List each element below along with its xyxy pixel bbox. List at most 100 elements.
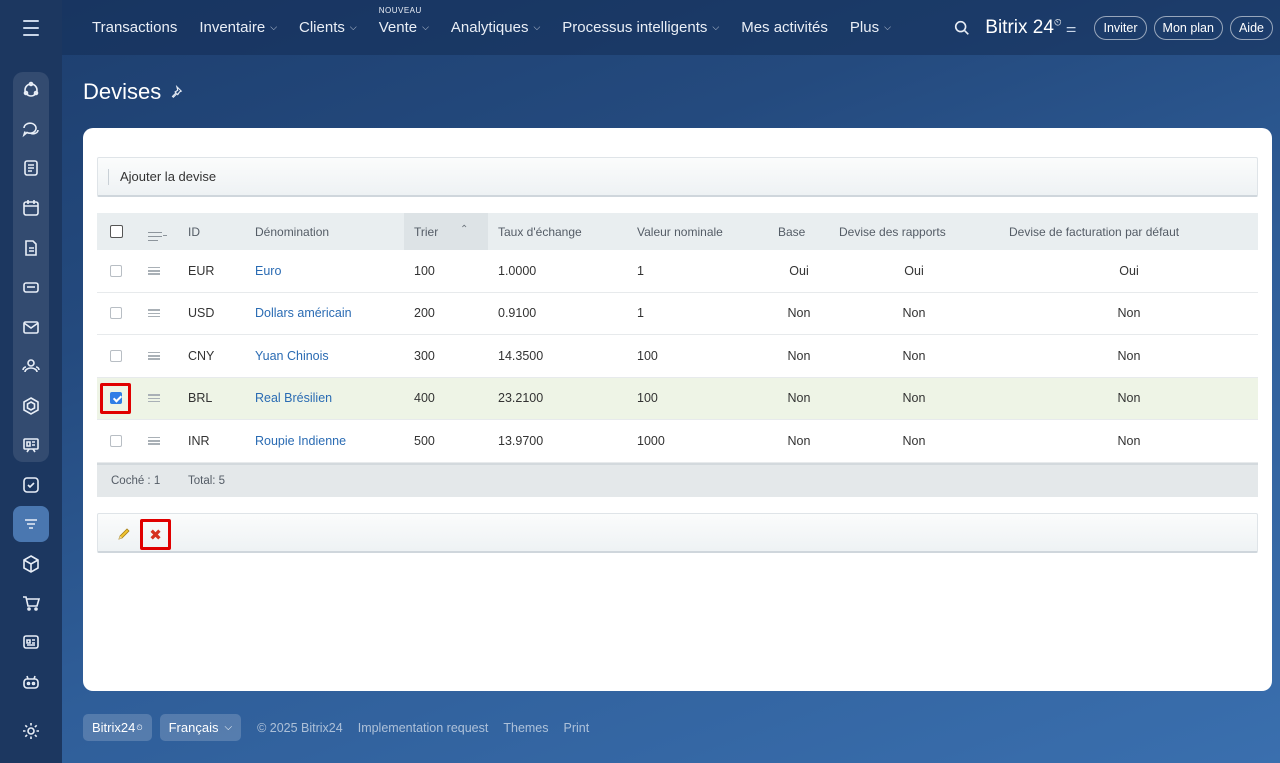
sidebar-group: [13, 72, 49, 462]
sidebar-item-ai[interactable]: [13, 664, 49, 700]
col-header-rate[interactable]: Taux d'échange: [498, 224, 582, 239]
cell-name[interactable]: Roupie Indienne: [255, 433, 347, 448]
cell-report: Non: [902, 391, 926, 406]
menu-icon[interactable]: [18, 18, 44, 38]
row-menu-icon[interactable]: [148, 436, 160, 445]
table-header: ⌃ ID Dénomination Trier Taux d'échange V…: [97, 213, 1258, 250]
col-header-sort[interactable]: Trier: [414, 224, 439, 239]
row-menu-icon[interactable]: [148, 266, 160, 275]
feed-icon: [23, 81, 39, 97]
nav-item-label: Processus intelligents: [562, 19, 708, 36]
table-row[interactable]: INR Roupie Indienne 500 13.9700 1000 Non Non No…: [97, 420, 1258, 463]
row-checkbox[interactable]: [110, 264, 122, 277]
hexagon-icon: [23, 397, 39, 415]
row-checkbox[interactable]: [110, 307, 122, 320]
row-checkbox[interactable]: [110, 392, 122, 405]
search-icon[interactable]: [953, 19, 971, 37]
nav-item-3[interactable]: NOUVEAU Vente ⌵: [379, 6, 429, 36]
cell-sort: 200: [414, 306, 435, 321]
cell-report: Oui: [904, 263, 924, 278]
brand-logo[interactable]: Bitrix 24⏲: [985, 17, 1061, 39]
sidebar-item-checklist[interactable]: [13, 467, 49, 503]
sidebar-item-shop[interactable]: [13, 585, 49, 621]
delete-button[interactable]: ✖: [140, 519, 171, 550]
nav-item-label: Clients: [299, 19, 345, 36]
col-header-name[interactable]: Dénomination: [255, 224, 330, 239]
col-header-nominal[interactable]: Valeur nominale: [637, 224, 723, 239]
sliders-icon[interactable]: ⚌: [1065, 20, 1077, 35]
highlight-box: [100, 382, 131, 414]
table-row[interactable]: USD Dollars américain 200 0.9100 1 Non Non Non: [97, 293, 1258, 335]
col-header-base[interactable]: Base: [778, 224, 806, 239]
language-select[interactable]: Français ⌵: [159, 714, 242, 741]
checkbox-icon: [23, 477, 39, 493]
sidebar-item-contacts[interactable]: [13, 348, 49, 384]
top-button-2[interactable]: Aide: [1229, 15, 1273, 40]
sidebar-item-drive[interactable]: [13, 269, 49, 305]
cell-name[interactable]: Euro: [255, 263, 282, 278]
chevron-down-icon: ⌵: [884, 22, 891, 32]
document-list-icon: [24, 160, 38, 176]
sidebar-item-tasks-list[interactable]: [13, 150, 49, 186]
pencil-icon[interactable]: [116, 526, 132, 542]
cart-icon: [23, 596, 41, 611]
footer-brand-button[interactable]: Bitrix24 ⏲: [83, 714, 152, 741]
cell-base: Non: [787, 348, 811, 363]
sidebar-item-settings[interactable]: [13, 713, 49, 749]
cell-name[interactable]: Yuan Chinois: [255, 348, 329, 363]
top-button-0[interactable]: Inviter: [1094, 15, 1147, 40]
footer-link-3[interactable]: Print: [563, 720, 590, 735]
chat-icon: [22, 122, 39, 138]
page-title: Devises: [83, 79, 183, 105]
checked-count: Coché : 1: [111, 474, 161, 487]
sidebar-item-crm[interactable]: [13, 506, 49, 542]
pin-icon[interactable]: [169, 85, 183, 99]
col-header-report[interactable]: Devise des rapports: [839, 224, 946, 239]
row-checkbox[interactable]: [110, 434, 122, 447]
nav-item-6[interactable]: Mes activités: [741, 19, 828, 36]
col-header-billing[interactable]: Devise de facturation par défaut: [1009, 224, 1180, 239]
nav-item-7[interactable]: Plus ⌵: [850, 19, 891, 36]
nav-item-1[interactable]: Inventaire ⌵: [199, 19, 277, 36]
sidebar-item-documents[interactable]: [13, 230, 49, 266]
cell-rate: 14.3500: [498, 348, 544, 363]
cell-nominal: 100: [637, 348, 658, 363]
row-menu-icon[interactable]: [148, 351, 160, 360]
sidebar-item-chat[interactable]: [13, 111, 49, 147]
cell-name[interactable]: Real Brésilien: [255, 391, 333, 406]
sidebar-item-inventory[interactable]: [13, 546, 49, 582]
nav-item-2[interactable]: Clients ⌵: [299, 19, 357, 36]
sort-column-header[interactable]: ⌃: [404, 213, 488, 250]
table-row[interactable]: CNY Yuan Chinois 300 14.3500 100 Non Non Non: [97, 335, 1258, 378]
cell-base: Non: [787, 306, 811, 321]
cell-billing: Oui: [1119, 263, 1139, 278]
row-menu-icon[interactable]: [148, 394, 160, 403]
sidebar-item-feed[interactable]: [13, 72, 49, 108]
nav-item-0[interactable]: Transactions: [92, 19, 177, 36]
sidebar-item-mail[interactable]: [13, 309, 49, 345]
total-count: Total: 5: [188, 474, 226, 487]
select-all-checkbox[interactable]: [110, 225, 123, 238]
top-button-1[interactable]: Mon plan: [1153, 15, 1223, 40]
cell-sort: 100: [414, 263, 435, 278]
row-menu-icon[interactable]: [148, 309, 160, 318]
table-row[interactable]: EUR Euro 100 1.0000 1 Oui Oui Oui: [97, 250, 1258, 293]
nav-item-5[interactable]: Processus intelligents ⌵: [562, 19, 719, 36]
chevron-down-icon: ⌵: [349, 22, 357, 32]
chevron-down-icon: ⌵: [270, 22, 278, 32]
sidebar-item-board[interactable]: [13, 427, 49, 463]
sidebar-item-automation[interactable]: [13, 388, 49, 424]
sidebar-item-calendar[interactable]: [13, 190, 49, 226]
footer-link-1[interactable]: Implementation request: [357, 720, 489, 735]
add-currency-button[interactable]: Ajouter la devise: [120, 169, 217, 184]
footer-link-2[interactable]: Themes: [503, 720, 549, 735]
chevron-down-icon: ⌵: [422, 22, 429, 32]
sort-asc-icon: ⌃: [460, 224, 469, 235]
cell-name[interactable]: Dollars américain: [255, 306, 352, 321]
drive-icon: [23, 282, 39, 293]
sidebar-item-cards[interactable]: [13, 624, 49, 660]
col-header-id[interactable]: ID: [188, 224, 200, 239]
nav-item-4[interactable]: Analytiques ⌵: [451, 19, 540, 36]
row-checkbox[interactable]: [110, 349, 122, 362]
table-row[interactable]: BRL Real Brésilien 400 23.2100 100 Non Non Non: [97, 377, 1258, 420]
